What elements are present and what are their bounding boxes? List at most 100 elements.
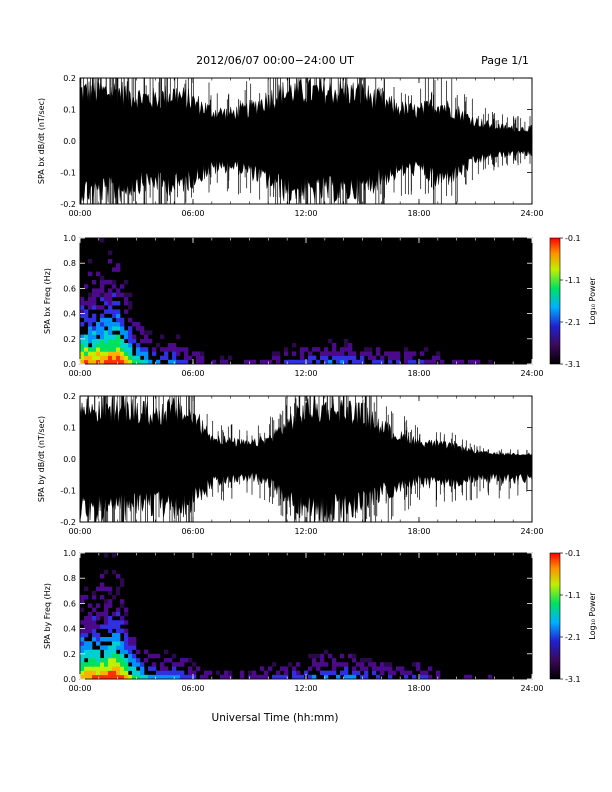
spectrogram-cell [412,662,417,667]
colorbar-tick-label: -0.1 [565,234,581,243]
spectrogram-cell [100,317,105,323]
spectrogram-cell [188,355,193,361]
spectrogram-cell [116,338,121,344]
x-tick-label: 24:00 [520,527,543,536]
spectrogram-cell [264,359,269,365]
spectrogram-cell [352,653,357,659]
spectrogram-cell [292,674,297,680]
spectrogram-cell [168,359,173,365]
spectrogram-cell [104,338,109,344]
spectrogram-cell [116,313,121,319]
spectrogram-cell [360,662,365,667]
spectrogram-cell [296,662,301,667]
spectrogram-cell [376,674,381,680]
spectrogram-cell [104,322,109,327]
spectrogram-cell [120,666,125,671]
spectrogram-cell [108,590,113,596]
spectrogram-cell [120,578,125,583]
spectrogram-cell [384,662,389,667]
spectrogram-cell [84,343,89,348]
spectrogram-cell [268,666,273,671]
spectrogram-cell [104,292,109,298]
spectrogram-cell [136,351,141,356]
spectrogram-cell [92,292,97,298]
spectrogram-cell [108,292,113,298]
spectrogram-cell [348,347,353,352]
spectrogram-cell [96,616,101,621]
spectrogram-cell [124,628,129,634]
spectrogram-cell [128,658,133,663]
spectrogram-cell [92,649,97,655]
spectrogram-cell [248,670,253,676]
x-tick-label: 00:00 [68,209,91,218]
spectrogram-cell [92,632,97,638]
spectrogram-cell [312,674,317,680]
spectrogram-cell [116,317,121,323]
spectrogram-cell [136,658,141,663]
spectrogram-cell [100,595,105,600]
spectrogram-cell [116,628,121,634]
spectrogram-cell [268,359,273,365]
spectrogram-cell [464,674,469,680]
spectrogram-cell [128,637,133,642]
spectrogram-cell [124,330,129,335]
spectrogram-cell [116,267,121,272]
spectrogram-cell [424,359,429,365]
spectrogram-cell [348,653,353,659]
spectrogram-cell [104,662,109,667]
spectrogram-cell [116,355,121,361]
spectrogram-cell [116,292,121,298]
spectrogram-cell [108,603,113,608]
spectrogram-cell [140,351,145,356]
spectrogram-cell [332,347,337,352]
spectrogram-cell [284,359,289,365]
spectrogram-cell [112,553,117,558]
spectrogram-cell [360,355,365,361]
spectrogram-cell [92,355,97,361]
spectrogram-cell [80,666,85,671]
spectrogram-cell [320,662,325,667]
spectrogram-cell [120,355,125,361]
spectrogram-cell [96,288,101,293]
spectrogram-cell [116,674,121,680]
spectrogram-cell [120,649,125,655]
spectrogram-cell [172,662,177,667]
by-colorbar-ticks: -0.1 -1.1 -2.1 -3.1 [560,549,581,684]
spectrogram-cell [100,662,105,667]
y-tick-label: 0.0 [63,137,76,146]
spectrogram-cell [112,645,117,650]
spectrogram-cell [372,359,377,365]
spectrogram-cell [172,355,177,361]
spectrogram-cell [144,674,149,680]
spectrogram-cell [104,296,109,302]
spectrogram-cell [252,670,257,676]
spectrogram-cell [168,658,173,663]
spectrogram-cell [120,322,125,327]
spectrogram-cell [276,670,281,676]
y-tick-label: -0.1 [60,487,76,496]
spectrogram-cell [188,674,193,680]
spectrogram-cell [200,359,205,365]
spectrogram-cell [112,611,117,617]
spectrogram-cell [108,620,113,625]
spectrogram-cell [292,666,297,671]
spectrogram-cell [108,334,113,340]
spectrogram-cell [116,658,121,663]
spectrogram-cell [84,653,89,659]
spectrogram-cell [292,351,297,356]
spectrogram-cell [120,343,125,348]
x-tick-label: 06:00 [181,684,204,693]
y-tick-label: 0.0 [63,360,76,369]
spectrogram-cell [104,637,109,642]
spectrogram-cell [116,670,121,676]
spectrogram-cell [176,670,181,676]
spectrogram-cell [144,658,149,663]
colorbar-tick-label: -1.1 [565,276,581,285]
y-tick-label: -0.1 [60,169,76,178]
spectrogram-cell [276,351,281,356]
spectrogram-cell [120,330,125,335]
page-title: 2012/06/07 00:00−24:00 UT [196,54,354,67]
spectrogram-cell [152,653,157,659]
spectrogram-cell [276,355,281,361]
spectrogram-cell [128,351,133,356]
